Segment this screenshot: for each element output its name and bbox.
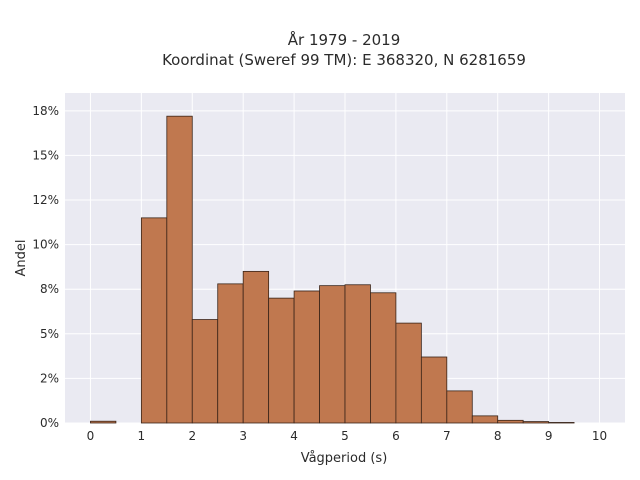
y-tick-label: 8% [40, 282, 59, 296]
histogram-bar [370, 292, 397, 424]
y-tick-label: 18% [32, 104, 59, 118]
histogram-bar [522, 421, 550, 424]
y-tick-label: 10% [32, 238, 59, 252]
x-tick-label: 4 [290, 429, 298, 443]
x-tick-label: 0 [87, 429, 95, 443]
histogram-bar [191, 319, 219, 424]
histogram-bar [395, 322, 422, 424]
histogram-bar [242, 270, 270, 424]
y-axis-label: Andel [14, 240, 29, 277]
x-tick-label: 7 [443, 429, 451, 443]
y-tick-label: 0% [40, 416, 59, 430]
x-axis-label: Vågperiod (s) [301, 451, 388, 466]
histogram-bar [420, 356, 448, 424]
histogram-bar [217, 283, 244, 424]
x-axis-ticks: 0 1 2 3 4 5 6 7 8 9 10 [87, 429, 608, 443]
histogram-bar [293, 290, 320, 424]
histogram-bar [268, 297, 295, 424]
histogram-bar [166, 115, 193, 424]
x-tick-label: 10 [592, 429, 607, 443]
x-tick-label: 5 [341, 429, 349, 443]
y-axis-ticks: 0% 2% 5% 8% 10% 12% 15% 18% [32, 104, 59, 430]
chart-title-line-1: År 1979 - 2019 [288, 30, 401, 49]
x-tick-label: 1 [138, 429, 146, 443]
histogram-bar [471, 415, 499, 424]
histogram-bar [319, 285, 346, 424]
y-tick-label: 15% [32, 148, 59, 162]
histogram-bar [344, 284, 371, 424]
y-tick-label: 5% [40, 327, 59, 341]
histogram-bar [140, 217, 168, 424]
y-tick-label: 12% [32, 193, 59, 207]
bars [90, 115, 575, 424]
histogram-bar [446, 390, 473, 424]
chart-title-line-2: Koordinat (Sweref 99 TM): E 368320, N 62… [162, 51, 526, 69]
x-tick-label: 6 [392, 429, 400, 443]
y-tick-label: 2% [40, 371, 59, 385]
histogram-bar [548, 422, 575, 424]
x-tick-label: 3 [239, 429, 247, 443]
x-tick-label: 9 [545, 429, 553, 443]
x-tick-label: 2 [188, 429, 196, 443]
histogram-bar [497, 419, 524, 424]
x-tick-label: 8 [494, 429, 502, 443]
histogram-bar [90, 420, 117, 424]
